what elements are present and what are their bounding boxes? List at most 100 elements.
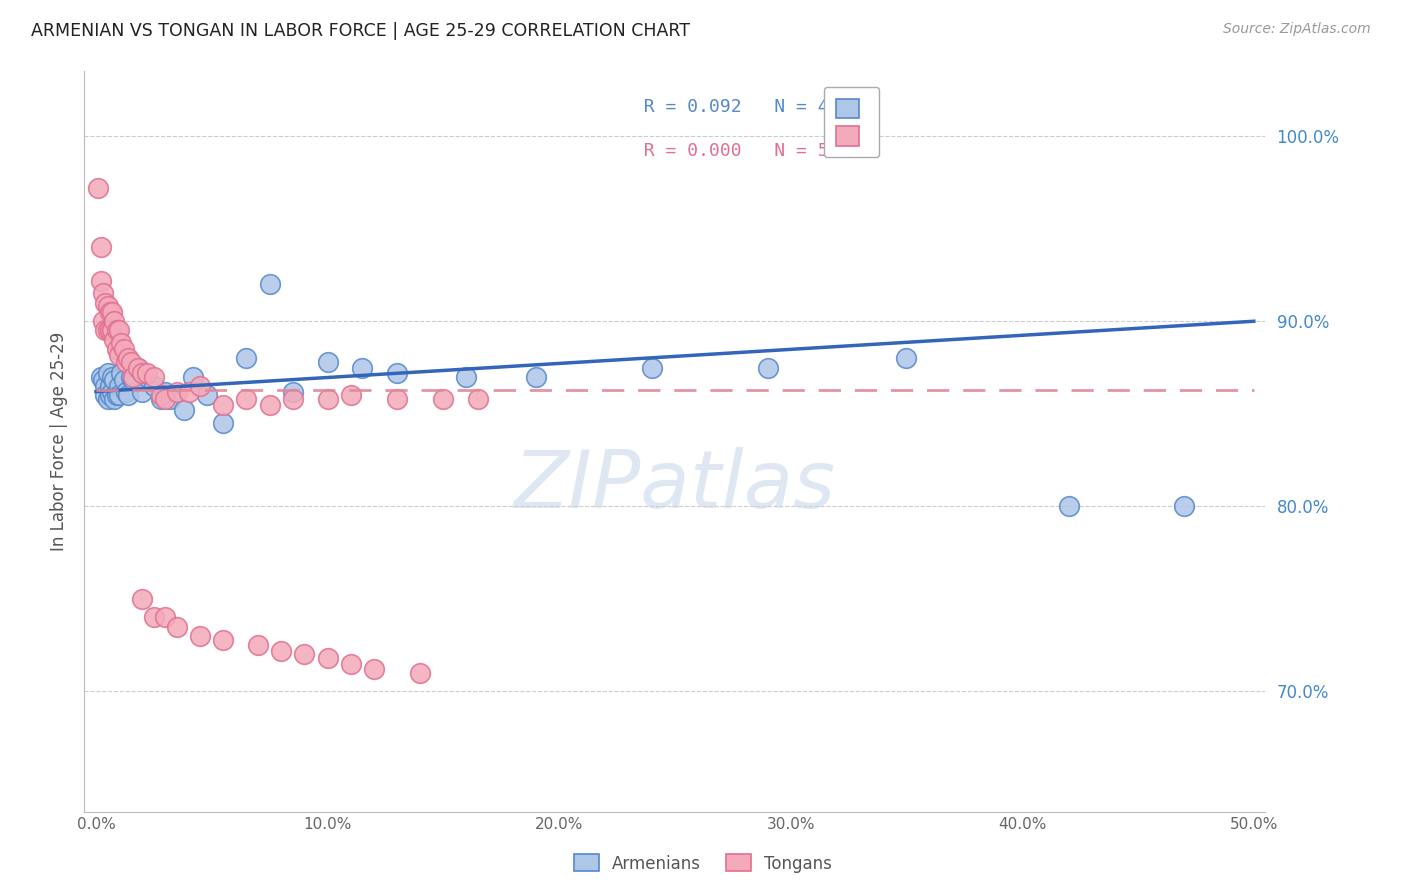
Point [103, 374, 125, 388]
Point [467, 392, 489, 406]
Point [135, 369, 157, 384]
Point [352, 360, 374, 375]
Point [101, 323, 124, 337]
Point [96, 323, 118, 337]
Point [432, 392, 454, 406]
Point [155, 392, 177, 406]
Point [112, 342, 135, 356]
Point [135, 366, 157, 380]
Point [385, 366, 408, 380]
Point [87, 181, 110, 195]
Text: ARMENIAN VS TONGAN IN LABOR FORCE | AGE 25-29 CORRELATION CHART: ARMENIAN VS TONGAN IN LABOR FORCE | AGE … [31, 22, 690, 40]
Point [409, 665, 432, 680]
Point [117, 351, 139, 366]
Point [316, 392, 339, 406]
Point [90, 369, 112, 384]
Point [105, 388, 128, 402]
Point [292, 648, 315, 662]
Point [188, 629, 211, 643]
Point [149, 392, 172, 406]
Point [98, 388, 121, 402]
Point [98, 305, 121, 319]
Point [142, 379, 165, 393]
Point [103, 333, 125, 347]
Point [363, 662, 385, 676]
Point [127, 360, 149, 375]
Point [212, 397, 235, 411]
Point [108, 379, 131, 393]
Point [115, 384, 138, 399]
Point [339, 388, 361, 402]
Point [112, 374, 135, 388]
Point [247, 638, 270, 652]
Point [94, 379, 117, 393]
Y-axis label: In Labor Force | Age 25-29: In Labor Force | Age 25-29 [51, 332, 69, 551]
Point [524, 369, 547, 384]
Point [188, 379, 211, 393]
Text: R = 0.092   N = 46: R = 0.092 N = 46 [621, 98, 839, 116]
Point [166, 384, 188, 399]
Point [120, 369, 142, 384]
Point [96, 366, 118, 380]
Point [195, 388, 218, 402]
Point [316, 355, 339, 369]
Point [1173, 500, 1195, 514]
Point [91, 314, 114, 328]
Point [316, 651, 339, 665]
Point [1057, 500, 1080, 514]
Point [142, 610, 165, 624]
Point [131, 384, 153, 399]
Point [281, 392, 304, 406]
Point [103, 314, 125, 328]
Point [101, 369, 124, 384]
Point [212, 632, 235, 647]
Point [98, 323, 121, 337]
Point [98, 379, 121, 393]
Point [385, 392, 408, 406]
Text: ZIPatlas: ZIPatlas [513, 447, 837, 525]
Point [259, 277, 281, 292]
Legend: Armenians, Tongans: Armenians, Tongans [567, 847, 839, 880]
Point [105, 323, 128, 337]
Point [181, 369, 204, 384]
Point [120, 355, 142, 369]
Point [90, 273, 112, 287]
Text: R = 0.000   N = 56: R = 0.000 N = 56 [621, 142, 839, 160]
Point [108, 347, 131, 361]
Point [339, 657, 361, 671]
Point [159, 392, 181, 406]
Point [108, 388, 131, 402]
Point [94, 295, 117, 310]
Point [122, 374, 145, 388]
Point [235, 351, 257, 366]
Point [110, 366, 132, 380]
Point [155, 610, 177, 624]
Point [91, 286, 114, 301]
Point [456, 369, 478, 384]
Point [155, 384, 177, 399]
Point [117, 388, 139, 402]
Point [105, 342, 128, 356]
Point [131, 366, 153, 380]
Point [110, 336, 132, 351]
Legend: , : , [824, 87, 879, 157]
Point [281, 384, 304, 399]
Point [235, 392, 257, 406]
Point [115, 355, 138, 369]
Point [756, 360, 779, 375]
Point [166, 620, 188, 634]
Point [90, 240, 112, 254]
Point [101, 384, 124, 399]
Point [177, 384, 200, 399]
Point [131, 591, 153, 606]
Point [149, 388, 172, 402]
Text: Source: ZipAtlas.com: Source: ZipAtlas.com [1223, 22, 1371, 37]
Point [641, 360, 664, 375]
Point [173, 403, 195, 417]
Point [259, 397, 281, 411]
Point [108, 323, 131, 337]
Point [270, 643, 292, 657]
Point [96, 392, 118, 406]
Point [127, 360, 149, 375]
Point [94, 323, 117, 337]
